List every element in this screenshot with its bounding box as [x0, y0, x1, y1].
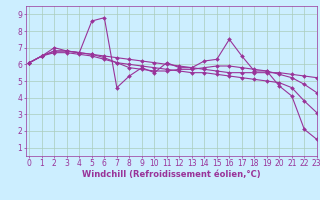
X-axis label: Windchill (Refroidissement éolien,°C): Windchill (Refroidissement éolien,°C) [82, 170, 260, 179]
